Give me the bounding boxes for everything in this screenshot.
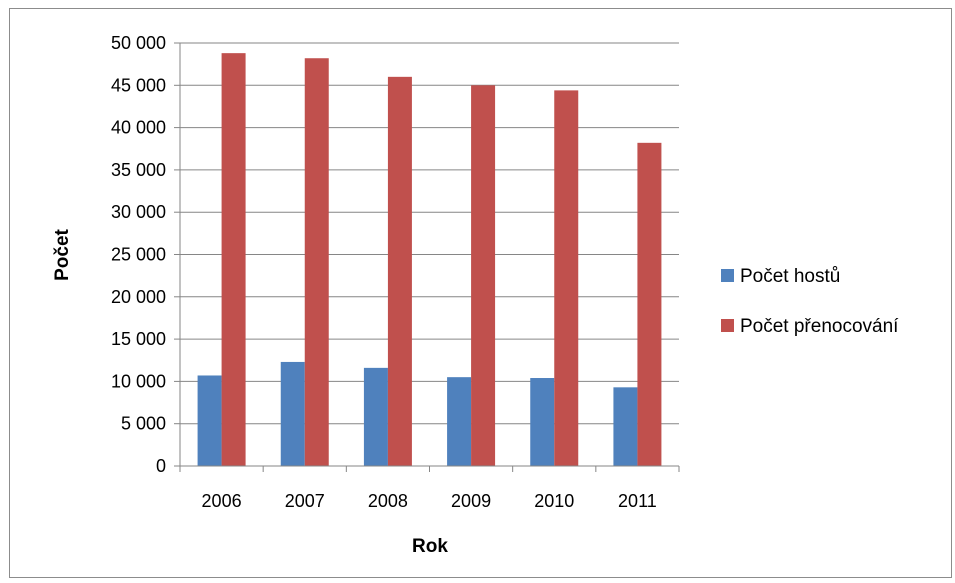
y-tick-label: 5 000 (121, 414, 166, 434)
x-tick-label: 2006 (202, 491, 242, 511)
bar-hoste-2011 (613, 387, 638, 466)
bar-prenocovani-2007 (304, 58, 329, 467)
y-tick-label: 20 000 (111, 287, 166, 307)
bar-hoste-2006 (197, 375, 222, 466)
legend-label: Počet hostů (740, 266, 840, 287)
x-tick-label: 2007 (285, 491, 325, 511)
bar-prenocovani-2009 (471, 85, 496, 467)
legend-swatch (721, 269, 734, 282)
bar-hoste-2010 (530, 378, 555, 466)
bar-prenocovani-2010 (554, 90, 579, 466)
y-tick-label: 0 (156, 456, 166, 476)
y-axis-title: Počet (52, 228, 73, 280)
y-tick-label: 45 000 (111, 75, 166, 95)
y-tick-label: 25 000 (111, 245, 166, 265)
legend: Počet hostů Počet přenocování (721, 266, 899, 337)
gridlines (180, 42, 679, 425)
bar-hoste-2008 (363, 367, 388, 466)
bars (197, 53, 662, 467)
y-tick-label: 40 000 (111, 118, 166, 138)
legend-swatch (721, 319, 734, 332)
y-tick-label: 35 000 (111, 160, 166, 180)
bar-prenocovani-2008 (387, 76, 412, 466)
y-tick-label: 50 000 (111, 33, 166, 53)
y-tick-label: 30 000 (111, 202, 166, 222)
x-tick-label: 2008 (368, 491, 408, 511)
legend-label: Počet přenocování (740, 316, 899, 337)
bar-prenocovani-2006 (221, 53, 246, 466)
bar-hoste-2009 (447, 377, 472, 466)
x-tick-label: 2009 (451, 491, 491, 511)
bar-hoste-2007 (280, 361, 305, 466)
y-tick-label: 10 000 (111, 371, 166, 391)
x-tick-label: 2011 (618, 491, 657, 511)
bar-prenocovani-2011 (637, 142, 662, 466)
x-axis-title: Rok (412, 536, 448, 557)
y-axis-ticks: 0 5 000 10 000 15 000 20 000 25 000 30 000 35 0… (111, 33, 180, 476)
y-tick-label: 15 000 (111, 329, 166, 349)
x-tick-label: 2010 (534, 491, 574, 511)
x-axis-ticks: 2006 2007 2008 2009 2010 2011 (179, 466, 680, 511)
